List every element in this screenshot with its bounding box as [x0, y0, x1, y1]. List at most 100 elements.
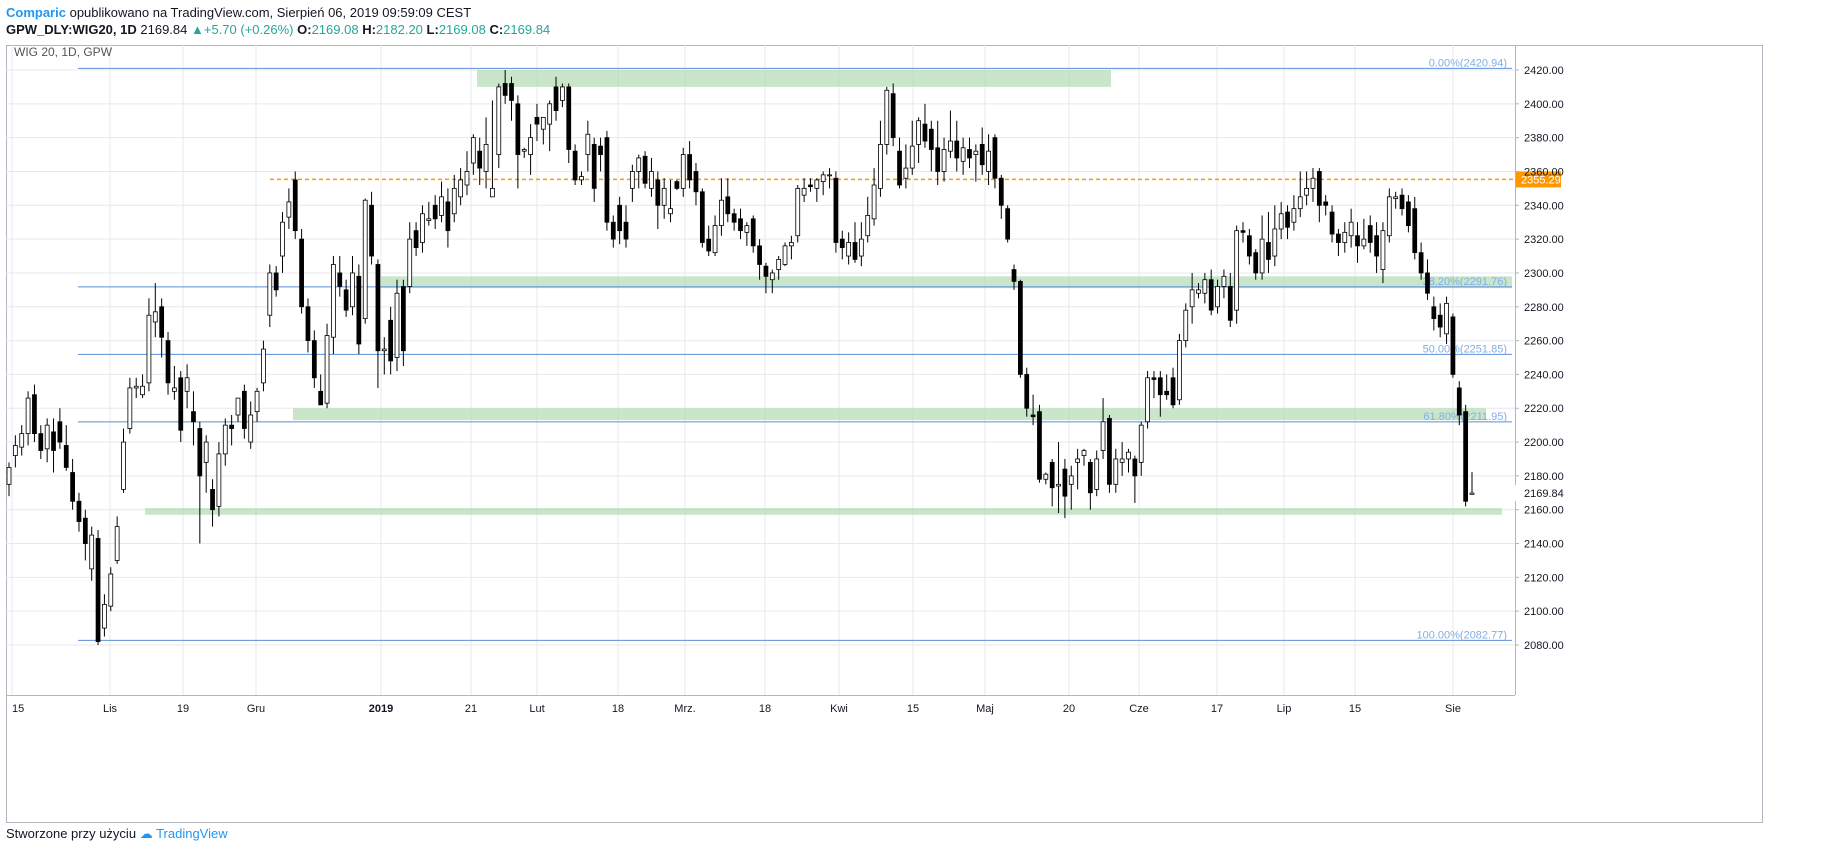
candle-body [82, 517, 88, 544]
y-tick-label: 2180.00 [1524, 471, 1564, 483]
candle-body [610, 221, 616, 240]
candle-body [820, 174, 826, 183]
candle-body [553, 86, 559, 111]
candle-body [1227, 286, 1233, 321]
candle [203, 435, 209, 493]
candle [604, 130, 610, 231]
candle [388, 306, 394, 375]
candle-body [782, 245, 788, 265]
candle-body [12, 445, 18, 456]
candle-body [477, 150, 483, 169]
candle-body [1030, 414, 1036, 418]
chart-frame[interactable]: 0.00%(2420.94) 38.20%(2291.76) 50.00%(2251… [6, 45, 1763, 823]
candle-body [687, 154, 692, 181]
candle-body [922, 123, 928, 142]
candle-body [642, 155, 648, 184]
candle-body [445, 201, 451, 232]
candle-body [496, 86, 502, 155]
candle [572, 144, 578, 185]
candle-body [776, 259, 782, 270]
candle [998, 174, 1004, 219]
candle [1355, 222, 1360, 263]
candle [12, 435, 18, 468]
candle-body [833, 177, 839, 243]
price-axis[interactable]: 2080.00 2100.00 2120.00 2140.00 2160.00 2180.… [1515, 45, 1564, 695]
candle [6, 462, 12, 497]
y-tick-label: 2260.00 [1524, 336, 1564, 348]
footer-brand[interactable]: TradingView [156, 826, 228, 841]
sr-zone [381, 276, 1512, 289]
candle [738, 208, 743, 240]
candle-body [241, 390, 247, 429]
candle-body [432, 204, 438, 220]
candle [1450, 313, 1456, 378]
candle-body [324, 335, 330, 404]
candle [1215, 279, 1220, 314]
candle [1164, 374, 1170, 400]
candle-body [941, 149, 947, 172]
tradingview-logo-icon[interactable]: ☁ [139, 826, 153, 841]
candle [426, 201, 432, 226]
candle [1367, 215, 1373, 253]
candle-body [76, 500, 82, 522]
candle [1297, 171, 1303, 218]
y-tick-label: 2080.00 [1524, 640, 1564, 652]
candle-body [203, 441, 209, 463]
x-tick-label: Sie [1445, 703, 1461, 715]
candle-body [95, 538, 101, 643]
candle [642, 151, 648, 189]
candle-body [1323, 201, 1329, 206]
x-tick-label: 18 [759, 703, 771, 715]
candle-body [1386, 196, 1392, 237]
support-resistance-zones [145, 70, 1512, 515]
candle-body [890, 93, 896, 139]
candle [725, 178, 731, 223]
candle-body [1266, 242, 1271, 260]
candle-body [1075, 458, 1080, 463]
publisher-name[interactable]: Comparic [6, 5, 66, 20]
candle [547, 100, 553, 152]
fib-label: 50.00%(2251.85) [1423, 343, 1507, 355]
candle-body [1444, 302, 1449, 335]
candle-body [401, 286, 406, 352]
candle-body [470, 137, 476, 164]
candle-body [884, 89, 890, 145]
y-tick-label: 2220.00 [1524, 403, 1564, 415]
y-tick-label: 2240.00 [1524, 369, 1564, 381]
candle-body [979, 144, 985, 166]
x-tick-label: 18 [612, 703, 624, 715]
candle [280, 212, 285, 273]
candle-body [57, 421, 63, 443]
candle-body [1145, 377, 1150, 423]
candle [1456, 381, 1462, 426]
candle [44, 418, 50, 463]
y-tick-label: 2160.00 [1524, 505, 1564, 517]
candle-body [343, 289, 349, 311]
candle [1043, 472, 1049, 485]
candle [967, 137, 972, 169]
candle [216, 442, 222, 517]
candle [1049, 458, 1055, 507]
candle-body [1234, 230, 1240, 311]
candle-body [1081, 450, 1087, 456]
candle [165, 332, 171, 395]
candle [922, 103, 928, 148]
x-tick-label: 15 [12, 703, 24, 715]
candle-body [1259, 238, 1265, 274]
candle [521, 147, 527, 158]
candlestick-chart[interactable]: 0.00%(2420.94) 38.20%(2291.76) 50.00%(2251… [6, 45, 1763, 823]
candle [1316, 168, 1322, 223]
candle-body [878, 144, 883, 189]
candle-body [1456, 387, 1462, 416]
candle [1094, 450, 1100, 497]
candle [960, 137, 966, 175]
candle-body [165, 340, 171, 384]
candle-body [280, 221, 285, 257]
candle-body [89, 534, 95, 570]
candle-body [159, 306, 165, 338]
candle [254, 387, 260, 422]
candle-body [521, 149, 527, 152]
time-axis[interactable]: 15 Lis 19 Gru 2019 21 Lut 18 Mrz. 18 Kwi 15 Maj 20 Cze… [6, 695, 1515, 716]
candle [890, 83, 896, 147]
candle [439, 181, 444, 223]
